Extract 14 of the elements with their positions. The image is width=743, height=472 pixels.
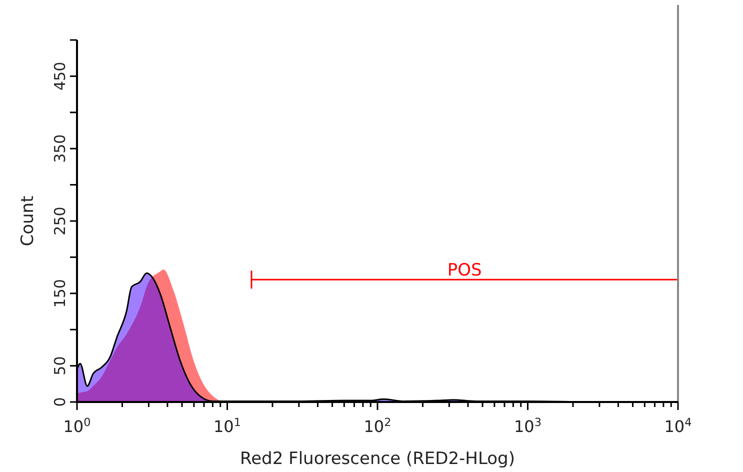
y-tick-label: 150	[51, 279, 69, 308]
y-tick-label: 250	[51, 206, 69, 236]
x-tick-label: 10$^{3}$	[514, 416, 542, 436]
x-tick-label: 10$^{4}$	[664, 416, 692, 436]
annotation: POS	[447, 260, 482, 281]
x-tick-label: 10$^{2}$	[364, 416, 392, 436]
y-axis-title: Count	[18, 195, 38, 246]
x-tick-label: 10$^{1}$	[214, 416, 241, 436]
y-tick-label: 350	[51, 134, 69, 163]
y-tick-label: 50	[51, 356, 69, 376]
y-tick-label: 450	[51, 62, 69, 91]
x-tick-label: 10$^{0}$	[63, 416, 91, 436]
x-axis-title: Red2 Fluorescence (RED2-HLog)	[240, 449, 515, 469]
y-tick-label: 0	[51, 397, 69, 407]
